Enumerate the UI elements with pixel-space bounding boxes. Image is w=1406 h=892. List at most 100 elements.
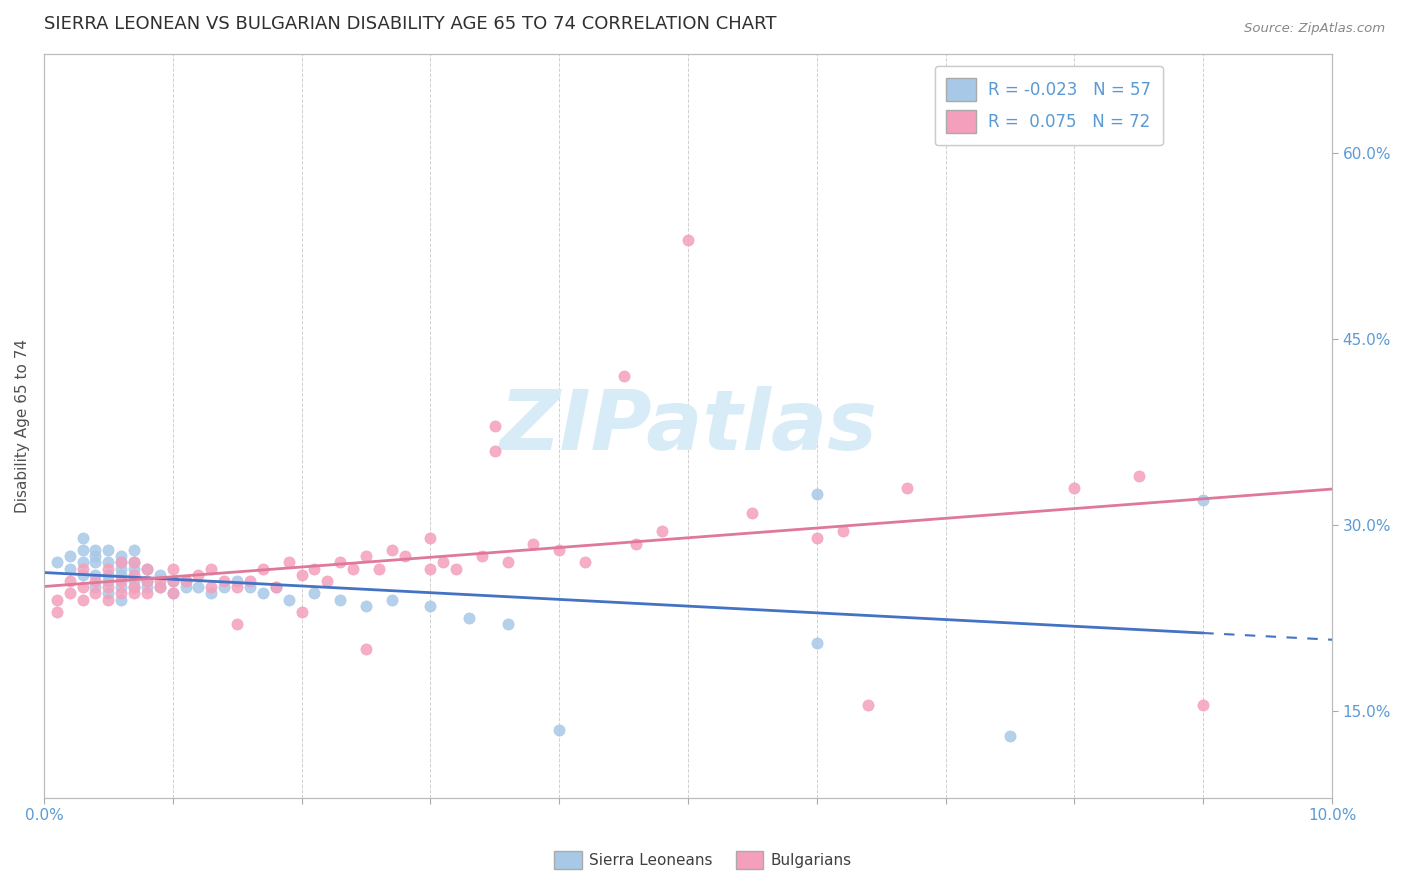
- Point: [122, 556, 145, 570]
- Point: [304, 561, 326, 575]
- Point: [110, 580, 132, 594]
- Point: [136, 580, 159, 594]
- Point: [831, 524, 853, 539]
- Point: [626, 537, 648, 551]
- Point: [226, 574, 249, 588]
- Point: [676, 233, 699, 247]
- Point: [354, 599, 377, 613]
- Point: [419, 531, 441, 545]
- Text: ZIPatlas: ZIPatlas: [499, 385, 877, 467]
- Point: [84, 549, 107, 564]
- Point: [136, 586, 159, 600]
- Point: [59, 574, 82, 588]
- Point: [200, 580, 222, 594]
- Point: [162, 574, 184, 588]
- Point: [122, 556, 145, 570]
- Point: [187, 567, 209, 582]
- Point: [806, 487, 828, 501]
- Point: [484, 443, 506, 458]
- Point: [110, 574, 132, 588]
- Point: [72, 543, 94, 558]
- Point: [136, 561, 159, 575]
- Point: [239, 574, 262, 588]
- Point: [1192, 698, 1215, 712]
- Point: [72, 561, 94, 575]
- Point: [264, 580, 287, 594]
- Point: [84, 580, 107, 594]
- Point: [239, 580, 262, 594]
- Point: [84, 567, 107, 582]
- Text: Source: ZipAtlas.com: Source: ZipAtlas.com: [1244, 22, 1385, 36]
- Point: [1063, 481, 1085, 495]
- Point: [97, 574, 120, 588]
- Point: [122, 586, 145, 600]
- Point: [252, 586, 274, 600]
- Point: [162, 561, 184, 575]
- Point: [122, 574, 145, 588]
- Point: [136, 574, 159, 588]
- Point: [226, 617, 249, 632]
- Point: [896, 481, 918, 495]
- Point: [162, 586, 184, 600]
- Point: [59, 549, 82, 564]
- Y-axis label: Disability Age 65 to 74: Disability Age 65 to 74: [15, 339, 30, 513]
- Point: [316, 574, 339, 588]
- Point: [264, 580, 287, 594]
- Point: [174, 574, 197, 588]
- Point: [97, 580, 120, 594]
- Point: [72, 580, 94, 594]
- Point: [136, 574, 159, 588]
- Point: [367, 561, 389, 575]
- Point: [290, 567, 312, 582]
- Point: [354, 642, 377, 657]
- Point: [548, 723, 571, 737]
- Point: [187, 580, 209, 594]
- Point: [174, 580, 197, 594]
- Point: [741, 506, 763, 520]
- Point: [354, 549, 377, 564]
- Point: [432, 556, 454, 570]
- Point: [252, 561, 274, 575]
- Point: [110, 567, 132, 582]
- Point: [122, 580, 145, 594]
- Point: [212, 580, 235, 594]
- Point: [381, 592, 404, 607]
- Point: [149, 567, 172, 582]
- Point: [97, 543, 120, 558]
- Point: [122, 580, 145, 594]
- Legend: Sierra Leoneans, Bulgarians: Sierra Leoneans, Bulgarians: [548, 845, 858, 875]
- Point: [522, 537, 544, 551]
- Point: [613, 369, 636, 384]
- Point: [471, 549, 494, 564]
- Point: [84, 574, 107, 588]
- Point: [45, 605, 67, 619]
- Point: [84, 556, 107, 570]
- Point: [277, 556, 299, 570]
- Point: [342, 561, 364, 575]
- Point: [110, 561, 132, 575]
- Point: [110, 556, 132, 570]
- Point: [97, 556, 120, 570]
- Point: [174, 574, 197, 588]
- Point: [394, 549, 416, 564]
- Point: [419, 561, 441, 575]
- Point: [84, 543, 107, 558]
- Point: [122, 567, 145, 582]
- Point: [110, 549, 132, 564]
- Point: [496, 556, 519, 570]
- Point: [200, 561, 222, 575]
- Point: [806, 531, 828, 545]
- Point: [149, 580, 172, 594]
- Point: [97, 586, 120, 600]
- Point: [59, 586, 82, 600]
- Point: [304, 586, 326, 600]
- Point: [162, 574, 184, 588]
- Point: [1192, 493, 1215, 508]
- Point: [110, 586, 132, 600]
- Point: [998, 729, 1021, 743]
- Point: [329, 556, 352, 570]
- Text: SIERRA LEONEAN VS BULGARIAN DISABILITY AGE 65 TO 74 CORRELATION CHART: SIERRA LEONEAN VS BULGARIAN DISABILITY A…: [44, 15, 776, 33]
- Point: [329, 592, 352, 607]
- Point: [277, 592, 299, 607]
- Point: [484, 419, 506, 434]
